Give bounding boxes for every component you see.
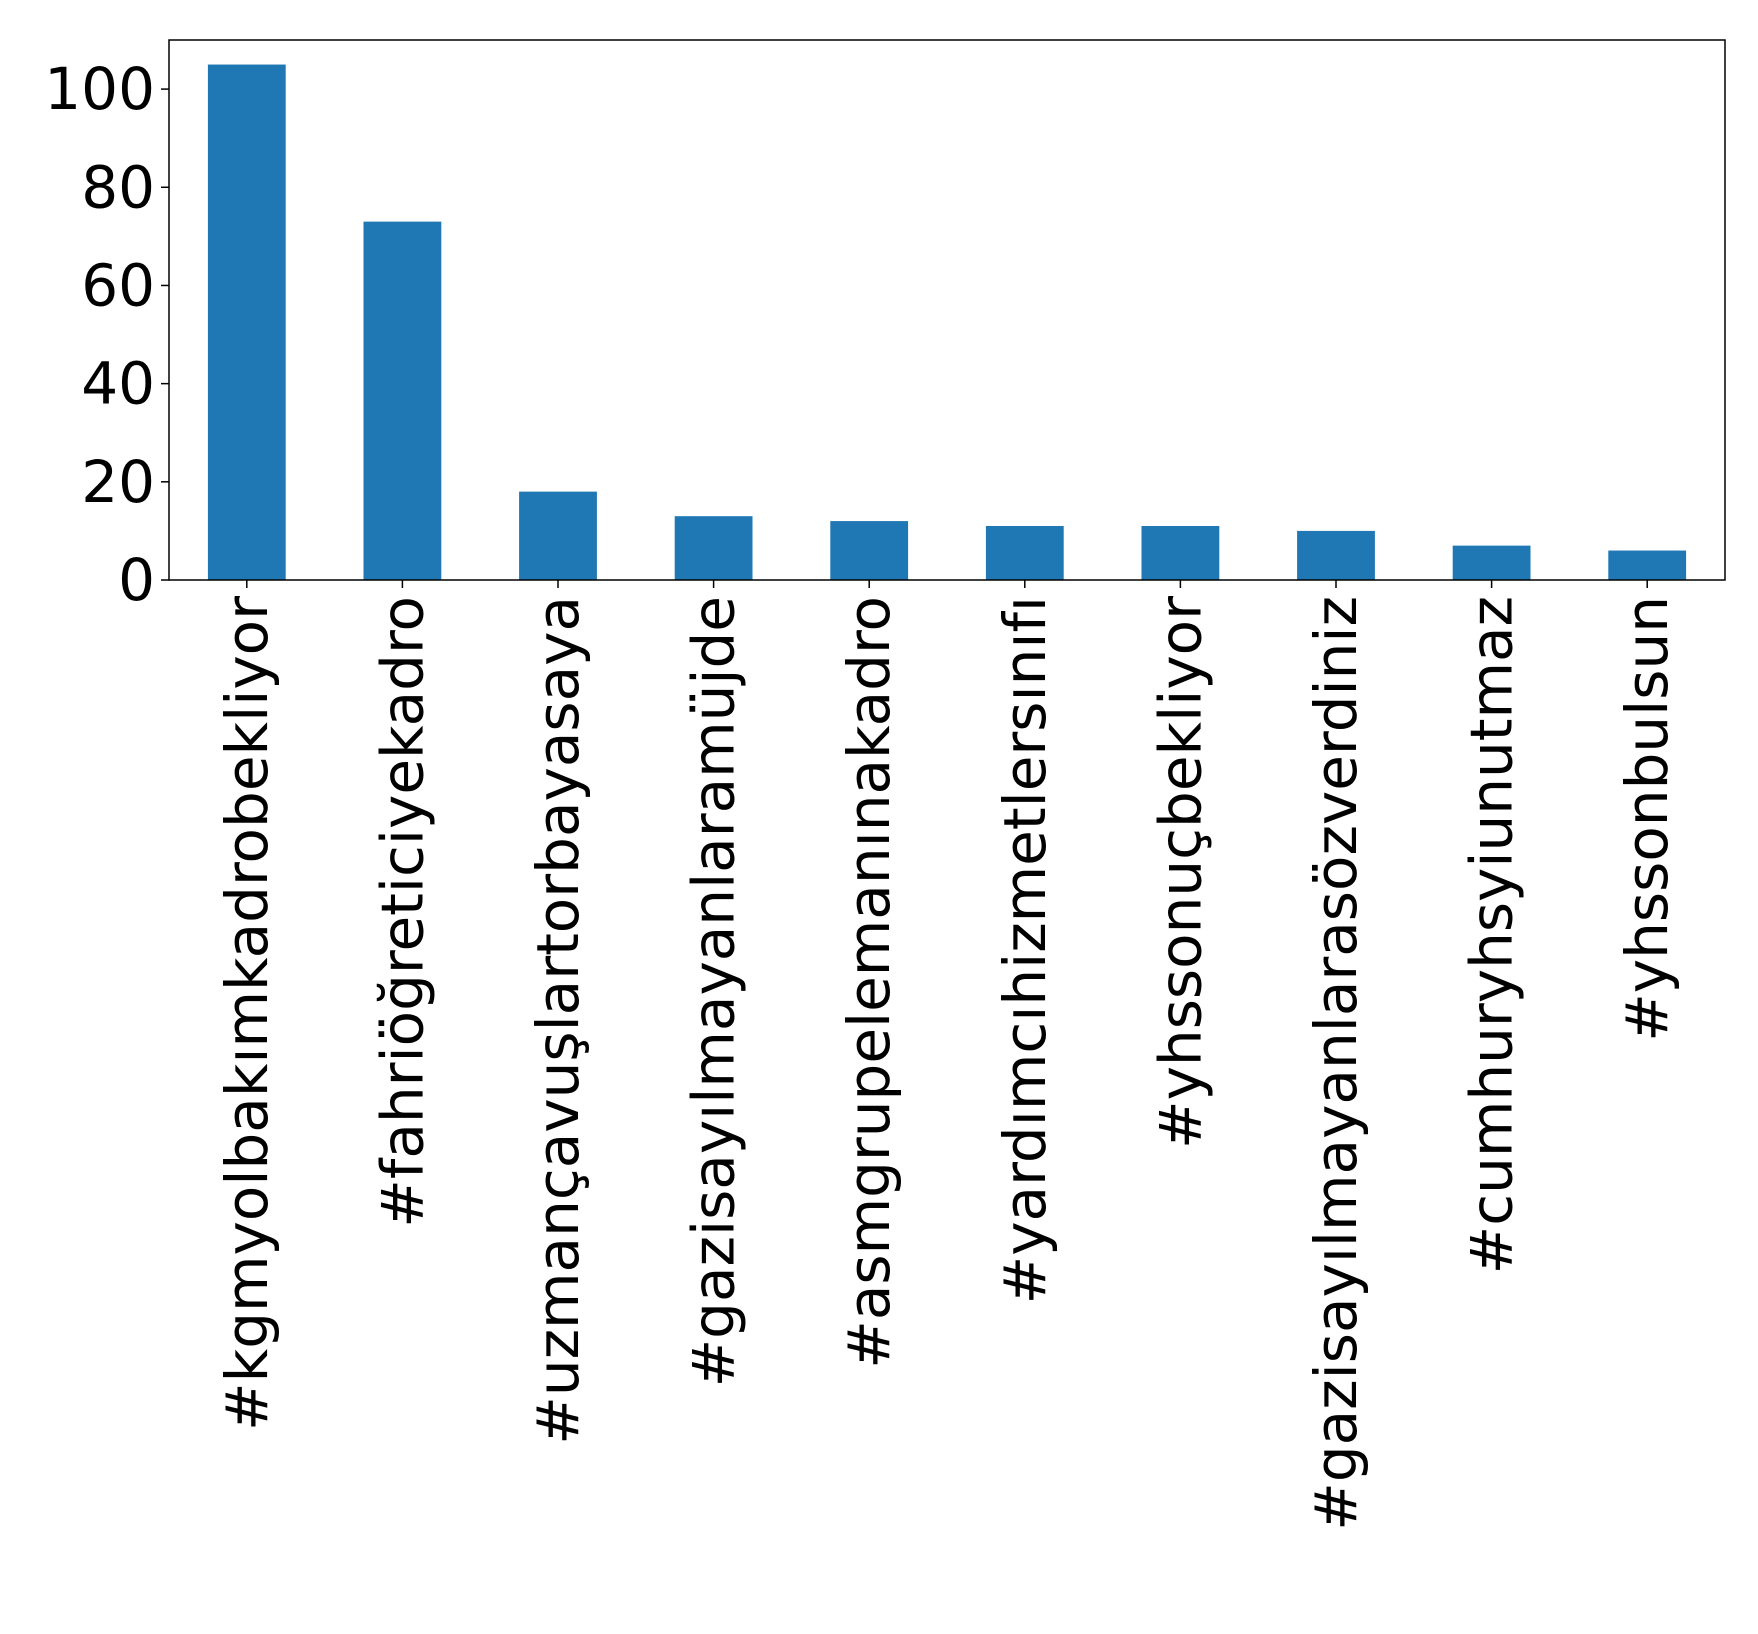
y-tick-label: 80	[81, 153, 155, 221]
x-tick-label: #cumhuryhsyiunutmaz	[1458, 596, 1526, 1274]
bar-3	[674, 516, 753, 580]
bar-4	[830, 521, 909, 580]
y-tick-label: 20	[81, 448, 155, 516]
y-tick-label: 40	[81, 350, 155, 418]
x-tick-label: #yhssonbulsun	[1613, 596, 1681, 1042]
bar-1	[363, 221, 442, 581]
x-tick-label: #uzmançavuşlartorbayasaya	[524, 596, 592, 1445]
bars-group	[207, 64, 1687, 581]
x-axis: #kgmyolbakımkadrobekliyor #fahriöğreticiy…	[213, 580, 1681, 1531]
y-tick-label: 0	[118, 546, 155, 614]
bar-7	[1297, 530, 1375, 580]
bar-5	[985, 526, 1064, 580]
bar-8	[1452, 545, 1531, 580]
x-tick-label: #gazisayılmayanlaramüjde	[680, 596, 748, 1387]
x-tick-label: #asmgrupelemanınakadro	[835, 596, 903, 1369]
y-tick-label: 60	[81, 251, 155, 319]
x-tick-label: #kgmyolbakımkadrobekliyor	[213, 596, 281, 1431]
x-tick-label: #gazisayılmayanlarasözverdiniz	[1302, 596, 1370, 1531]
y-axis: 0 20 40 60 80 100	[44, 55, 169, 614]
x-tick-label: #fahriöğreticiyekadro	[368, 596, 436, 1228]
bar-0	[207, 64, 286, 580]
bar-2	[519, 491, 597, 580]
x-tick-label: #yardımcıhizmetlersınıfı	[991, 596, 1059, 1304]
plot-frame	[168, 39, 1726, 581]
y-tick-label: 100	[44, 55, 155, 123]
bar-6	[1141, 526, 1220, 580]
x-tick-label: #yhssonuçbekliyor	[1146, 596, 1214, 1149]
bar-9	[1608, 550, 1687, 580]
